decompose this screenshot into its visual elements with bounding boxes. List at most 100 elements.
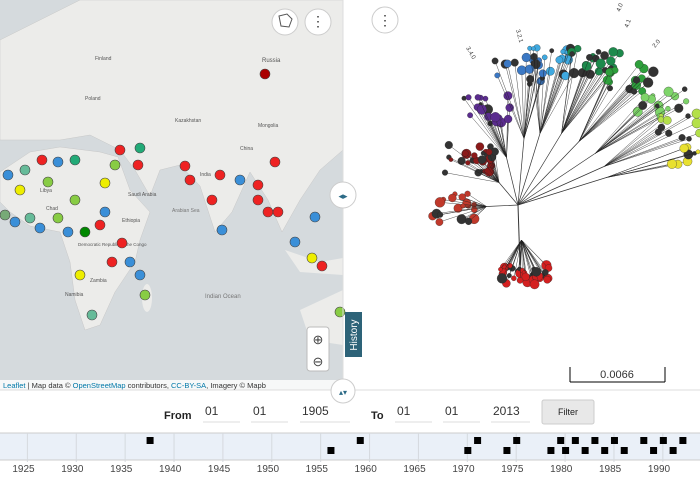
map-label: Libya: [40, 188, 52, 194]
tip: [665, 129, 673, 137]
link[interactable]: OpenStreetMap: [73, 381, 126, 390]
tip: [686, 136, 692, 142]
toggle-icon: ▴▾: [339, 388, 347, 397]
map-marker: [106, 256, 118, 268]
year-label: 1935: [110, 464, 133, 475]
branch: [450, 159, 500, 183]
tip: [526, 75, 535, 83]
tree: [428, 43, 700, 290]
to-day[interactable]: 01: [397, 404, 411, 418]
map-marker: [179, 160, 191, 172]
branch: [594, 111, 661, 154]
link[interactable]: CC-BY-SA: [171, 381, 206, 390]
branch: [578, 88, 611, 142]
tree-menu-button[interactable]: [371, 6, 399, 34]
resize-handle[interactable]: [329, 181, 357, 209]
filter-button[interactable]: [541, 399, 595, 425]
menu-icon: ⋮: [311, 13, 325, 29]
branch: [539, 59, 560, 134]
branch: [578, 82, 649, 142]
tip: [681, 86, 688, 92]
tip: [662, 116, 672, 125]
branch: [578, 91, 635, 142]
history-tab-label: History: [349, 319, 360, 350]
tip: [608, 47, 618, 57]
branch: [539, 50, 552, 134]
branch: [606, 163, 672, 178]
tip: [541, 54, 548, 61]
text: , Imagery © Mapb: [206, 381, 266, 390]
to-year[interactable]: 2013: [493, 404, 520, 418]
zoom-out[interactable]: ⊖: [313, 354, 324, 369]
tip: [638, 101, 648, 110]
branch: [506, 157, 519, 206]
scale-label: 0.0066: [600, 369, 634, 381]
tip: [494, 72, 501, 79]
tip: [665, 106, 671, 112]
tip: [517, 65, 527, 76]
map-marker: [206, 194, 218, 206]
tip: [503, 114, 513, 124]
from-month[interactable]: 01: [253, 404, 267, 418]
tip: [648, 66, 659, 77]
branch: [578, 90, 643, 142]
branch: [536, 47, 541, 134]
map-marker: [124, 256, 136, 268]
branch: [594, 116, 661, 154]
branch: [439, 206, 487, 223]
link[interactable]: Leaflet: [3, 381, 26, 390]
branch: [494, 151, 500, 183]
branch: [440, 206, 487, 215]
event: [591, 437, 599, 444]
branch: [606, 163, 678, 178]
branch: [477, 97, 507, 158]
map-marker: [134, 142, 146, 154]
event: [356, 437, 364, 444]
branch: [539, 71, 551, 134]
timeline-toggle[interactable]: [330, 378, 356, 404]
map-marker: [184, 174, 196, 186]
event: [601, 447, 609, 454]
branch: [506, 119, 509, 158]
branch: [603, 120, 668, 167]
branch: [523, 64, 536, 139]
from-year[interactable]: 1905: [302, 404, 329, 418]
branch: [561, 57, 590, 134]
branch: [523, 73, 543, 139]
lasso-button[interactable]: [271, 8, 299, 36]
from-day[interactable]: 01: [205, 404, 219, 418]
tip: [465, 160, 471, 166]
to-month[interactable]: 01: [445, 404, 459, 418]
branch: [462, 205, 487, 207]
branch: [467, 162, 500, 183]
tip: [503, 59, 512, 68]
map-label: Finland: [95, 56, 112, 62]
branch: [603, 138, 690, 167]
map-menu-button[interactable]: [304, 8, 332, 36]
zoom-in[interactable]: ⊕: [313, 332, 324, 347]
tip: [480, 151, 486, 156]
branch: [578, 71, 654, 142]
branch: [539, 52, 568, 134]
map-marker: [306, 252, 318, 264]
branch: [517, 138, 525, 206]
tip: [606, 56, 616, 66]
land: [0, 0, 344, 233]
year-label: 1925: [12, 464, 35, 475]
tip: [461, 95, 467, 101]
branch: [594, 108, 669, 154]
tip: [441, 169, 449, 176]
branch: [603, 115, 689, 167]
lasso-icon: [278, 13, 293, 28]
history-tab[interactable]: [345, 312, 362, 357]
map-label: Chad: [46, 206, 58, 212]
resize-icon: ◂▸: [338, 191, 348, 201]
tip: [437, 211, 444, 218]
event: [669, 447, 677, 454]
branch: [514, 62, 525, 139]
branch: [462, 196, 487, 207]
branch: [495, 117, 507, 158]
branch: [469, 115, 507, 158]
branch: [521, 239, 548, 280]
branch: [533, 48, 541, 134]
